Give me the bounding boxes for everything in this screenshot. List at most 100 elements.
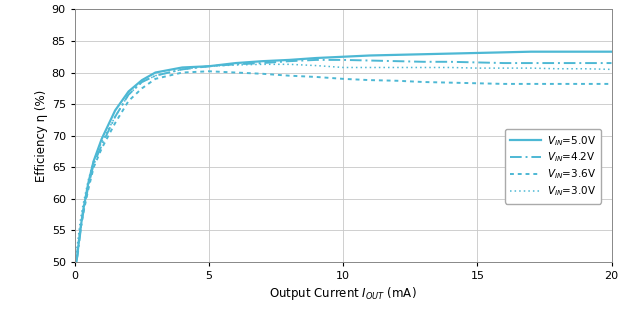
$V_{IN}$=3.6V [339, 77, 347, 81]
$V_{IN}$=3.6V [474, 81, 481, 85]
$V_{IN}$=5.0V [447, 52, 454, 56]
$V_{IN}$=3.0V [581, 67, 588, 71]
$V_{IN}$=5.0V [313, 56, 320, 60]
$V_{IN}$=5.0V [393, 53, 401, 57]
$V_{IN}$=4.2V [152, 74, 159, 78]
$V_{IN}$=4.2V [313, 58, 320, 62]
$V_{IN}$=4.2V [205, 64, 213, 68]
$V_{IN}$=4.2V [90, 162, 97, 166]
$V_{IN}$=3.6V [152, 77, 159, 81]
$V_{IN}$=5.0V [111, 109, 119, 112]
$V_{IN}$=5.0V [420, 52, 427, 56]
$V_{IN}$=3.0V [72, 251, 80, 255]
$V_{IN}$=3.0V [152, 74, 159, 78]
$V_{IN}$=3.0V [259, 62, 266, 66]
$V_{IN}$=3.6V [77, 229, 84, 232]
$V_{IN}$=3.6V [205, 69, 213, 73]
$V_{IN}$=3.0V [79, 203, 87, 207]
$V_{IN}$=4.2V [74, 254, 81, 258]
$V_{IN}$=3.0V [339, 66, 347, 69]
$V_{IN}$=5.0V [79, 210, 87, 213]
$V_{IN}$=4.2V [608, 61, 615, 65]
Legend: $V_{IN}$=5.0V, $V_{IN}$=4.2V, $V_{IN}$=3.6V, $V_{IN}$=3.0V: $V_{IN}$=5.0V, $V_{IN}$=4.2V, $V_{IN}$=3… [505, 129, 601, 203]
$V_{IN}$=5.0V [125, 90, 132, 93]
$V_{IN}$=3.0V [608, 67, 615, 71]
$V_{IN}$=5.0V [72, 260, 80, 264]
Line: $V_{IN}$=4.2V: $V_{IN}$=4.2V [76, 60, 612, 262]
$V_{IN}$=5.0V [259, 59, 266, 63]
$V_{IN}$=4.2V [527, 61, 535, 65]
$V_{IN}$=3.6V [366, 78, 374, 82]
$V_{IN}$=4.2V [98, 143, 105, 147]
$V_{IN}$=3.0V [98, 140, 105, 144]
$V_{IN}$=3.0V [178, 67, 186, 71]
$V_{IN}$=3.6V [125, 99, 132, 103]
$V_{IN}$=5.0V [178, 66, 186, 69]
$V_{IN}$=4.2V [259, 61, 266, 65]
X-axis label: Output Current $I_{OUT}$ (mA): Output Current $I_{OUT}$ (mA) [270, 285, 417, 302]
$V_{IN}$=5.0V [608, 50, 615, 54]
$V_{IN}$=5.0V [474, 51, 481, 55]
$V_{IN}$=3.6V [286, 74, 293, 78]
$V_{IN}$=4.2V [79, 213, 87, 217]
$V_{IN}$=5.0V [581, 50, 588, 54]
$V_{IN}$=3.0V [84, 178, 92, 182]
$V_{IN}$=3.6V [72, 257, 80, 261]
$V_{IN}$=3.6V [581, 82, 588, 86]
$V_{IN}$=3.0V [77, 219, 84, 223]
$V_{IN}$=3.6V [608, 82, 615, 86]
$V_{IN}$=3.6V [98, 147, 105, 150]
$V_{IN}$=5.0V [98, 137, 105, 141]
$V_{IN}$=4.2V [393, 59, 401, 63]
$V_{IN}$=5.0V [232, 61, 240, 65]
$V_{IN}$=5.0V [554, 50, 562, 54]
$V_{IN}$=4.2V [366, 59, 374, 62]
$V_{IN}$=5.0V [205, 64, 213, 68]
$V_{IN}$=3.0V [313, 64, 320, 67]
$V_{IN}$=4.2V [500, 61, 508, 65]
$V_{IN}$=3.0V [138, 80, 145, 84]
$V_{IN}$=4.2V [138, 80, 145, 84]
$V_{IN}$=3.0V [420, 66, 427, 69]
$V_{IN}$=4.2V [420, 60, 427, 64]
$V_{IN}$=3.6V [500, 82, 508, 86]
$V_{IN}$=3.6V [178, 71, 186, 75]
$V_{IN}$=4.2V [339, 58, 347, 62]
$V_{IN}$=3.6V [393, 79, 401, 83]
$V_{IN}$=3.6V [232, 71, 240, 75]
$V_{IN}$=3.0V [447, 66, 454, 69]
$V_{IN}$=4.2V [286, 59, 293, 63]
$V_{IN}$=3.0V [111, 115, 119, 119]
$V_{IN}$=4.2V [125, 93, 132, 96]
$V_{IN}$=3.6V [74, 247, 81, 251]
$V_{IN}$=5.0V [527, 50, 535, 54]
$V_{IN}$=3.0V [366, 66, 374, 69]
$V_{IN}$=4.2V [581, 61, 588, 65]
$V_{IN}$=3.6V [111, 121, 119, 125]
$V_{IN}$=3.0V [125, 93, 132, 96]
$V_{IN}$=5.0V [339, 55, 347, 59]
$V_{IN}$=3.6V [527, 82, 535, 86]
Line: $V_{IN}$=3.6V: $V_{IN}$=3.6V [76, 71, 612, 259]
$V_{IN}$=3.0V [500, 66, 508, 70]
$V_{IN}$=3.6V [554, 82, 562, 86]
$V_{IN}$=3.6V [420, 80, 427, 84]
$V_{IN}$=4.2V [72, 260, 80, 264]
$V_{IN}$=4.2V [232, 62, 240, 66]
$V_{IN}$=3.6V [79, 213, 87, 217]
$V_{IN}$=5.0V [500, 51, 508, 54]
$V_{IN}$=4.2V [77, 232, 84, 236]
$V_{IN}$=4.2V [447, 60, 454, 64]
$V_{IN}$=5.0V [74, 251, 81, 255]
$V_{IN}$=3.0V [286, 62, 293, 66]
$V_{IN}$=3.0V [474, 66, 481, 70]
$V_{IN}$=3.0V [205, 64, 213, 68]
$V_{IN}$=4.2V [111, 115, 119, 119]
$V_{IN}$=5.0V [152, 71, 159, 75]
$V_{IN}$=5.0V [77, 229, 84, 232]
$V_{IN}$=5.0V [286, 58, 293, 62]
$V_{IN}$=5.0V [366, 54, 374, 57]
$V_{IN}$=4.2V [554, 61, 562, 65]
$V_{IN}$=5.0V [84, 181, 92, 185]
$V_{IN}$=5.0V [138, 78, 145, 82]
